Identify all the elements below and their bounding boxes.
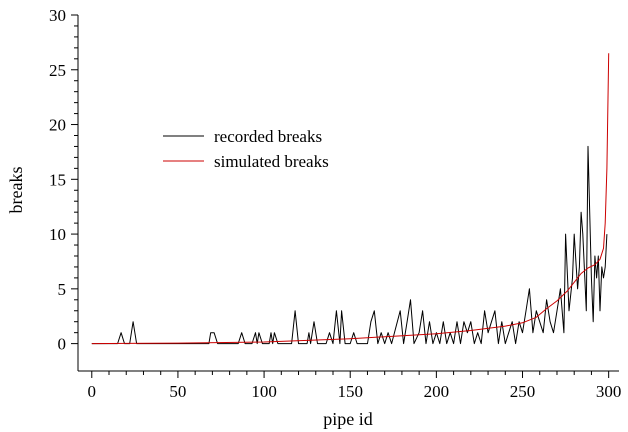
y-tick-label: 20 — [49, 116, 66, 135]
x-axis-label: pipe id — [323, 409, 373, 429]
legend: recorded breaks simulated breaks — [163, 127, 329, 171]
x-tick-label: 300 — [596, 382, 622, 401]
x-ticks: 0 50 100 150 200 250 300 — [88, 371, 622, 401]
x-tick-label: 250 — [510, 382, 536, 401]
y-tick-label: 0 — [58, 335, 67, 354]
legend-label-recorded: recorded breaks — [214, 127, 322, 146]
series-line-recorded — [91, 145, 608, 345]
y-tick-label: 25 — [49, 61, 66, 80]
y-tick-label: 30 — [49, 6, 66, 25]
plot-area: 0 50 100 150 200 250 300 0 5 10 15 20 25 30 — [49, 6, 621, 401]
x-tick-label: 0 — [88, 382, 97, 401]
y-tick-label: 5 — [58, 280, 67, 299]
series-layer — [91, 53, 610, 345]
x-tick-label: 200 — [424, 382, 450, 401]
y-tick-label: 10 — [49, 225, 66, 244]
y-ticks: 0 5 10 15 20 25 30 — [49, 6, 78, 354]
y-axis-label: breaks — [6, 167, 26, 214]
x-tick-label: 100 — [251, 382, 277, 401]
x-tick-label: 50 — [169, 382, 186, 401]
legend-label-simulated: simulated breaks — [214, 152, 329, 171]
series-line-simulated — [91, 53, 610, 345]
y-tick-label: 15 — [49, 170, 66, 189]
x-tick-label: 150 — [337, 382, 363, 401]
